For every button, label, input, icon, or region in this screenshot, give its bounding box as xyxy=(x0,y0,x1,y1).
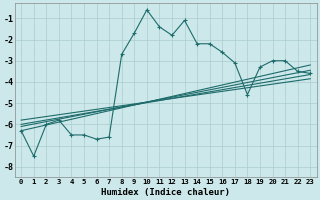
X-axis label: Humidex (Indice chaleur): Humidex (Indice chaleur) xyxy=(101,188,230,197)
